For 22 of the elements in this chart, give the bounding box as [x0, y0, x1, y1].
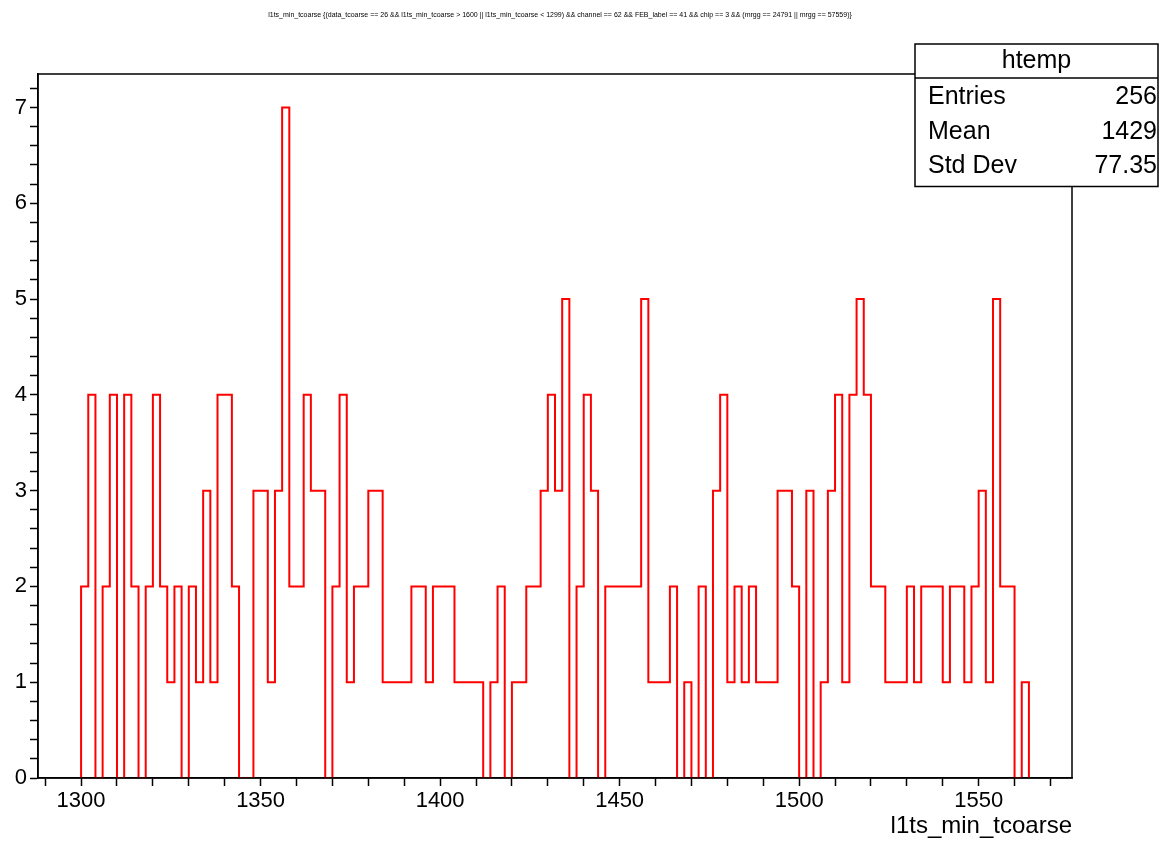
text: 77.35	[1094, 150, 1157, 179]
text: htemp	[1001, 44, 1072, 73]
y-tick-label: 1	[14, 668, 27, 694]
annotation: Entries	[928, 81, 1006, 110]
y-tick-label: 5	[14, 285, 27, 311]
x-axis-title: l1ts_min_tcoarse	[890, 810, 1072, 838]
x-tick-label: 1450	[595, 787, 645, 813]
y-tick-label: 2	[14, 572, 27, 598]
text: 1429	[1101, 115, 1157, 144]
y-tick-label: 4	[14, 380, 27, 406]
annotation: Mean	[928, 115, 991, 144]
x-tick-label: 1300	[56, 787, 106, 813]
text: 256	[1115, 81, 1157, 110]
x-tick-label: 1350	[236, 787, 286, 813]
y-tick-label: 0	[14, 764, 27, 790]
y-tick-label: 7	[14, 93, 27, 119]
y-tick-label: 6	[14, 189, 27, 215]
y-tick-label: 3	[14, 476, 27, 502]
x-tick-label: 1500	[774, 787, 824, 813]
annotation: Std Dev	[928, 150, 1018, 179]
x-tick-label: 1400	[415, 787, 465, 813]
x-tick-label: 1550	[954, 787, 1004, 813]
